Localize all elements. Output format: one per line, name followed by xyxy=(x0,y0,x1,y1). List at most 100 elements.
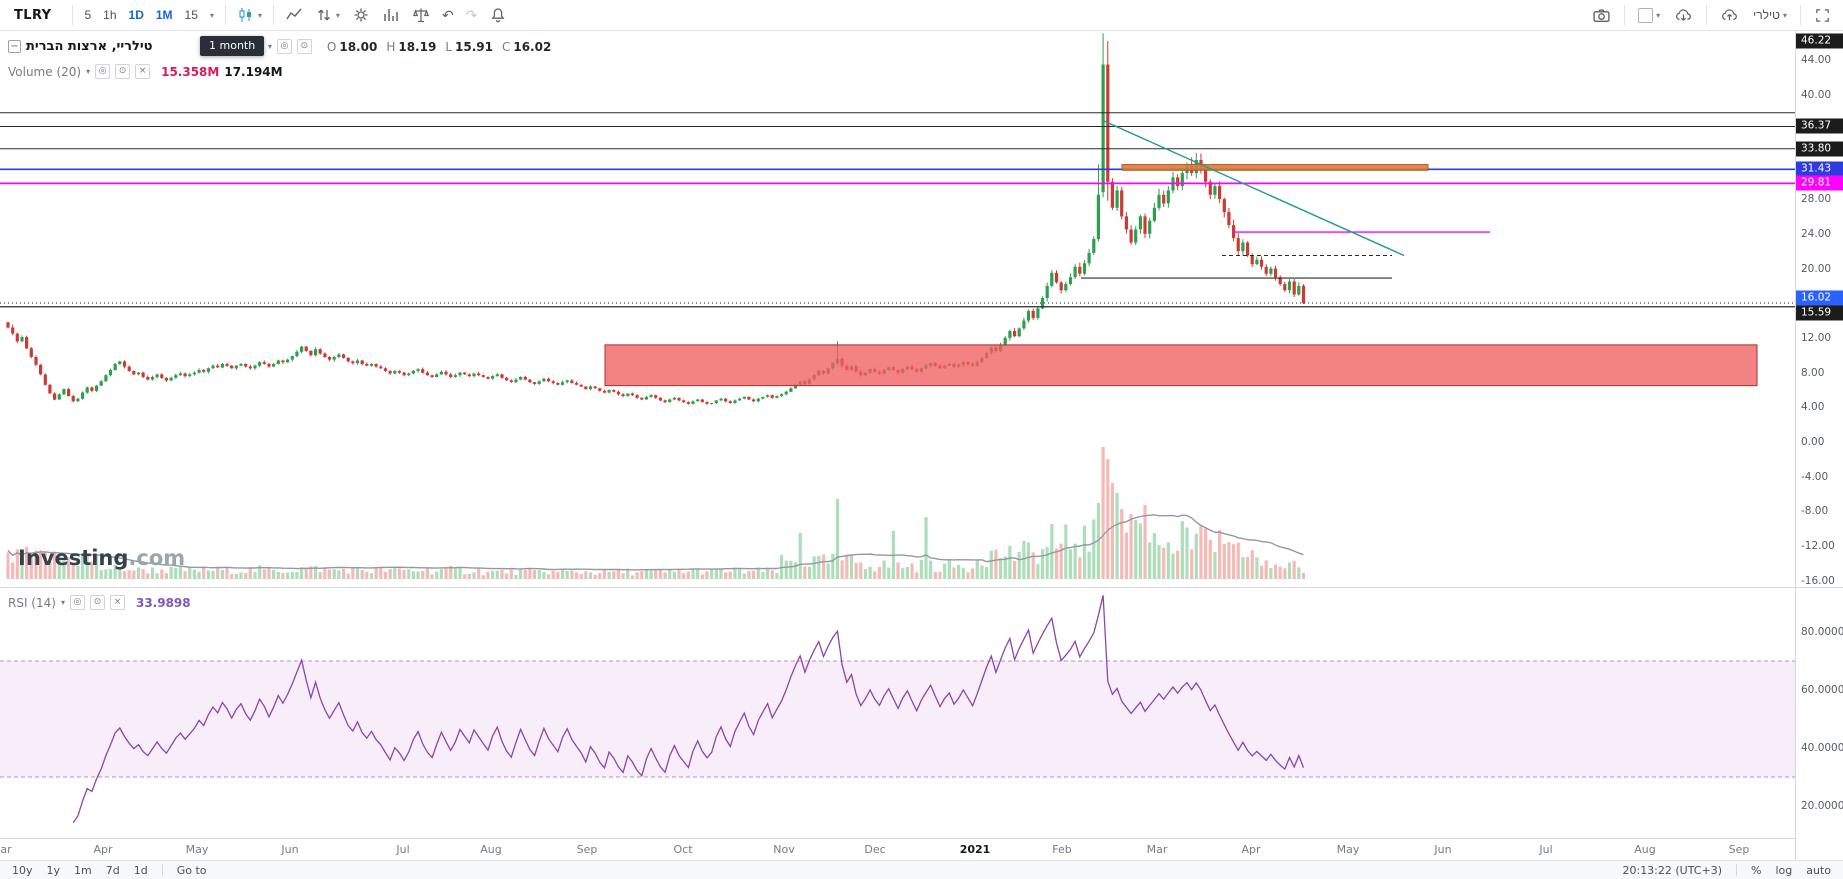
range-button-1m[interactable]: 1m xyxy=(74,863,92,877)
layout-icon xyxy=(1638,7,1654,23)
indicator-settings-icon[interactable]: ⊙ xyxy=(89,595,105,610)
collapse-pane-icon[interactable]: − xyxy=(8,40,21,53)
price-pane-canvas[interactable] xyxy=(0,31,1795,588)
save-layout-button[interactable] xyxy=(1714,2,1745,28)
rsi-axis-label-60.0000: 60.0000 xyxy=(1801,684,1843,696)
time-axis-label-Oct: Oct xyxy=(673,843,693,856)
interval-button-15[interactable]: 15 xyxy=(179,2,204,28)
time-axis-label-Jun: Jun xyxy=(281,843,299,856)
volume-ma-line xyxy=(7,514,1304,571)
visibility-icon[interactable]: ◎ xyxy=(276,39,292,54)
price-scale[interactable]: 44.00 40.00 28.00 24.00 20.00 12.00 8.00 4.00 0.… xyxy=(1795,31,1843,860)
price-badge-29.81: 29.81 xyxy=(1796,175,1843,191)
time-axis-label-Dec: Dec xyxy=(864,843,886,856)
time-axis-label-May: May xyxy=(1336,843,1360,856)
time-axis-label-Nov: Nov xyxy=(773,843,795,856)
chevron-down-icon[interactable]: ▾ xyxy=(267,42,272,51)
low-value: L 15.91 xyxy=(445,39,493,54)
screenshot-button[interactable] xyxy=(1586,2,1617,28)
log-scale-button[interactable]: log xyxy=(1775,863,1793,877)
goto-button[interactable]: Go to xyxy=(176,863,207,877)
rsi-axis-label-20.0000: 20.0000 xyxy=(1801,800,1843,812)
indicator-settings-icon[interactable]: ⊙ xyxy=(115,64,131,79)
price-axis-label-44.00: 44.00 xyxy=(1801,54,1832,67)
chevron-down-icon: ▾ xyxy=(1782,10,1787,20)
saved-chart-name-button[interactable]: טילרי ▾ xyxy=(1747,2,1793,28)
bell-icon xyxy=(491,8,505,23)
volume-bars xyxy=(6,447,1306,579)
toolbar-divider xyxy=(1706,5,1708,25)
chevron-down-icon[interactable]: ▾ xyxy=(86,67,91,76)
high-value: H 18.19 xyxy=(386,39,437,54)
time-axis-label-Sep: Sep xyxy=(576,843,598,856)
price-axis-label--16.00: -16.00 xyxy=(1801,574,1835,587)
scale-options-group: 20:13:22 (UTC+3) % log auto xyxy=(1622,864,1831,877)
load-layout-button[interactable] xyxy=(1668,2,1699,28)
series-settings-icon[interactable]: ⊙ xyxy=(296,39,312,54)
compare-arrows-icon xyxy=(318,9,330,21)
price-axis-label-0.00: 0.00 xyxy=(1801,436,1825,449)
interval-button-1h[interactable]: 1h xyxy=(97,2,122,28)
undo-button[interactable]: ↶ xyxy=(436,2,460,28)
time-axis-label-Aug: Aug xyxy=(1634,843,1656,856)
range-button-7d[interactable]: 7d xyxy=(105,863,120,877)
fullscreen-button[interactable] xyxy=(1808,2,1837,28)
settings-button[interactable] xyxy=(346,2,376,28)
visibility-icon[interactable]: ◎ xyxy=(69,595,85,610)
chevron-down-icon: ▾ xyxy=(335,10,340,20)
price-axis-label-24.00: 24.00 xyxy=(1801,227,1832,240)
chevron-down-icon[interactable]: ▾ xyxy=(60,598,65,607)
interval-button-1D[interactable]: 1D xyxy=(123,2,150,28)
time-axis-label-May: May xyxy=(185,843,209,856)
interval-tooltip: 1 month xyxy=(200,36,265,56)
indicators-icon xyxy=(384,9,398,21)
undo-icon: ↶ xyxy=(441,6,454,23)
investing-logo-main: Investing xyxy=(18,546,129,570)
symbol-search[interactable]: TLRY xyxy=(6,8,67,23)
alert-button[interactable] xyxy=(483,2,513,28)
auto-scale-button[interactable]: auto xyxy=(1806,863,1831,877)
chart-type-button[interactable]: ▾ xyxy=(231,2,268,28)
time-axis-label-Feb: Feb xyxy=(1052,843,1072,856)
rsi-indicator-label: RSI (14) xyxy=(8,595,56,610)
price-axis-label-4.00: 4.00 xyxy=(1801,401,1825,414)
range-button-10y[interactable]: 10y xyxy=(12,863,33,877)
time-axis-label-2021: 2021 xyxy=(959,843,991,856)
time-axis-label-Jul: Jul xyxy=(396,843,410,856)
line-style-button[interactable] xyxy=(279,2,309,28)
cloud-download-icon xyxy=(1676,8,1692,21)
layout-select-button[interactable]: ▾ xyxy=(1632,2,1666,28)
visibility-icon[interactable]: ◎ xyxy=(95,64,111,79)
bottom-divider xyxy=(1736,864,1737,876)
interval-button-5[interactable]: 5 xyxy=(78,2,97,28)
compare-button[interactable]: ▾ xyxy=(309,2,346,28)
chevron-down-icon: ▾ xyxy=(209,10,214,20)
time-axis-label-Aug: Aug xyxy=(480,843,502,856)
time-axis-label-Apr: Apr xyxy=(1241,843,1261,856)
line-chart-icon xyxy=(286,8,302,20)
redo-button[interactable]: ↷ xyxy=(460,2,484,28)
percent-scale-button[interactable]: % xyxy=(1751,863,1762,877)
time-scale[interactable]: ar Apr May Jun Jul Aug Sep Oct Nov Dec 2021 Feb Mar A… xyxy=(0,838,1795,860)
time-axis-label-ar: ar xyxy=(0,843,12,856)
rsi-pane-canvas[interactable] xyxy=(0,588,1795,838)
range-button-1d[interactable]: 1d xyxy=(133,863,148,877)
remove-indicator-icon[interactable]: × xyxy=(109,595,125,610)
interval-dropdown[interactable]: ▾ xyxy=(204,2,220,28)
interval-button-1M[interactable]: 1M xyxy=(150,2,179,28)
price-badge-15.59: 15.59 xyxy=(1796,305,1843,321)
indicators-button[interactable] xyxy=(376,2,406,28)
remove-indicator-icon[interactable]: × xyxy=(135,64,151,79)
chevron-down-icon: ▾ xyxy=(1656,10,1661,20)
compare-scales-button[interactable] xyxy=(406,2,436,28)
range-button-1y[interactable]: 1y xyxy=(46,863,61,877)
pane-separator[interactable] xyxy=(0,587,1843,588)
volume-current-value: 17.194M xyxy=(224,64,283,79)
volume-sma-value: 15.358M xyxy=(161,64,220,79)
volume-indicator-label: Volume (20) xyxy=(8,64,82,79)
gear-icon xyxy=(354,8,368,22)
bottom-toolbar: 10y 1y 1m 7d 1d Go to 20:13:22 (UTC+3) % log… xyxy=(0,860,1843,879)
symbol-legend: − טילריי, ארצות הברית נא ▾ ◎ ⊙ O18.00 H1… xyxy=(8,39,551,54)
rsi-line xyxy=(72,595,1305,823)
open-value: O 18.00 xyxy=(326,39,378,54)
